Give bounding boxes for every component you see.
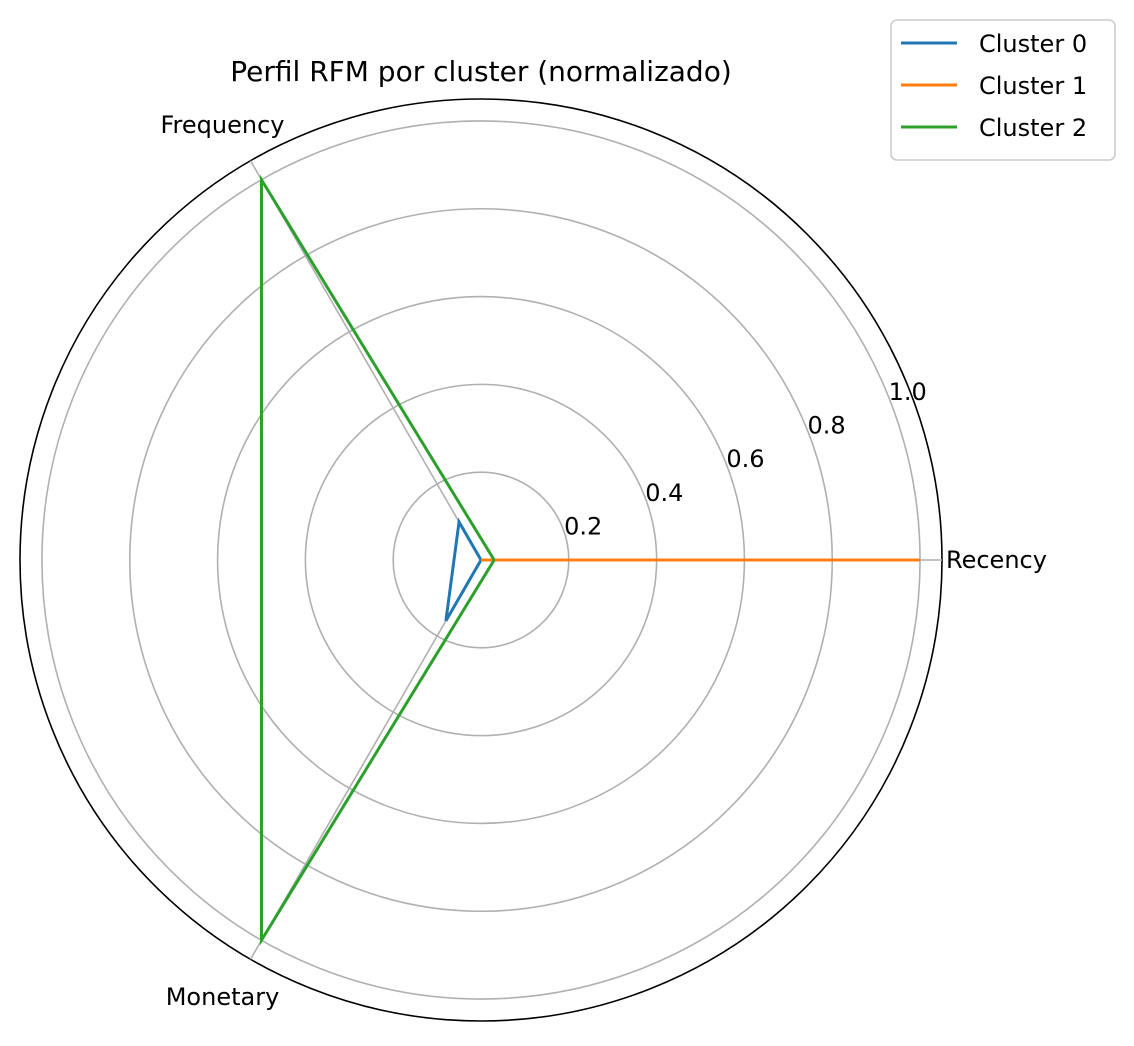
series-line-cluster-0 <box>444 517 483 622</box>
radial-tick-label: 0.2 <box>564 512 602 540</box>
radial-tick-label: 0.4 <box>645 479 683 507</box>
legend-label-cluster-2: Cluster 2 <box>979 114 1087 142</box>
chart-title: Perfil RFM por cluster (normalizado) <box>230 55 732 88</box>
radial-tick-label: 0.8 <box>808 412 846 440</box>
series-line-cluster-2 <box>259 174 496 946</box>
axis-labels: Recency Frequency Monetary <box>161 111 1047 1011</box>
axis-label-recency: Recency <box>946 546 1047 574</box>
radial-tick-labels: 0.2 0.4 0.6 0.8 1.0 <box>564 378 927 540</box>
axis-label-frequency: Frequency <box>161 111 285 139</box>
axis-label-monetary: Monetary <box>166 983 280 1011</box>
legend-label-cluster-1: Cluster 1 <box>979 72 1087 100</box>
legend-label-cluster-0: Cluster 0 <box>979 30 1087 58</box>
radial-tick-label: 1.0 <box>889 378 927 406</box>
legend-frame <box>890 19 1116 161</box>
radial-tick-label: 0.6 <box>726 445 764 473</box>
legend: Cluster 0 Cluster 1 Cluster 2 <box>890 19 1116 161</box>
series-lines <box>259 174 921 946</box>
